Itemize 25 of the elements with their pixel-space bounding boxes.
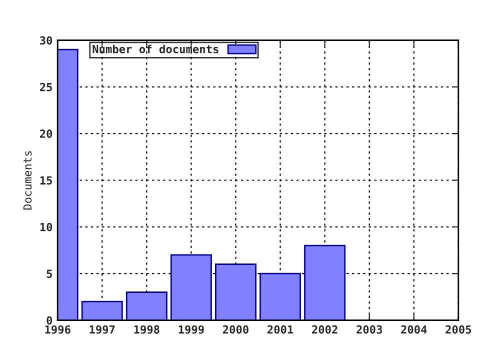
y-axis-title: Documents [23,151,32,210]
bar [260,272,301,320]
x-tick-label: 1999 [178,325,204,334]
y-tick-label: 0 [46,316,52,325]
bar [126,292,168,320]
x-tick-label: 2004 [401,325,427,334]
y-tick-label: 30 [40,36,52,45]
x-tick-label: 1997 [90,325,115,334]
bar [304,244,346,320]
x-tick-label: 2001 [268,325,294,334]
y-tick-label: 25 [40,82,52,92]
y-tick-label: 15 [40,176,52,185]
bar [81,300,123,320]
x-tick-label: 2002 [312,325,338,334]
x-tick-label: 2000 [222,325,248,334]
bar [170,254,212,320]
x-tick-label: 2003 [356,325,382,334]
y-tick-label: 20 [40,130,52,138]
x-tick-label: 1996 [45,325,70,334]
x-tick-label: 1998 [134,325,160,334]
bar [215,264,256,320]
y-tick-label: 10 [40,222,52,232]
legend-label: Number of documents [92,44,218,54]
y-tick-label: 5 [46,270,52,278]
x-tick-label: 2005 [446,325,472,334]
